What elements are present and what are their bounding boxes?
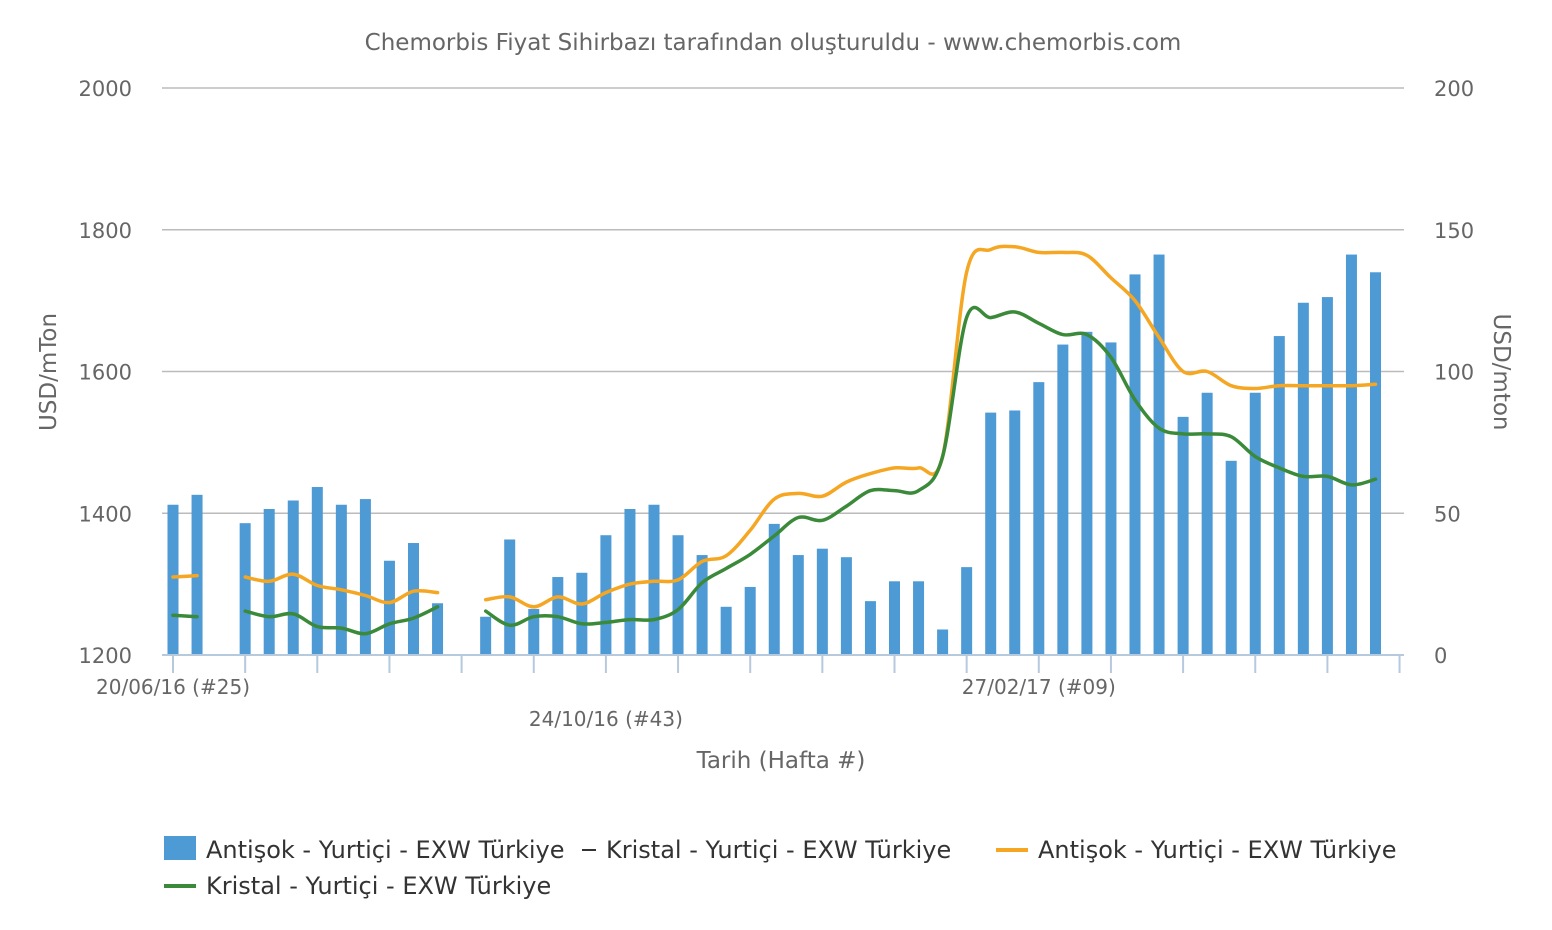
bar bbox=[1105, 342, 1117, 655]
grid-lines bbox=[162, 87, 1404, 514]
y-tick-label-left: 1800 bbox=[79, 219, 132, 243]
bar bbox=[1153, 254, 1165, 655]
bar bbox=[744, 586, 756, 655]
bar bbox=[937, 629, 949, 655]
bar bbox=[816, 548, 828, 655]
legend-swatch-bar bbox=[164, 836, 196, 860]
y-axis-left-ticks: 1200 1400 1600 1800 2000 bbox=[79, 77, 132, 668]
y-tick-label-right: 100 bbox=[1434, 361, 1474, 385]
legend-item-antisok-line[interactable]: Antişok - Yurtiçi - EXW Türkiye bbox=[996, 836, 1397, 864]
bar bbox=[1370, 272, 1381, 655]
series-line bbox=[483, 244, 1378, 609]
bar bbox=[913, 581, 925, 655]
series-line bbox=[171, 573, 199, 579]
bar bbox=[408, 543, 419, 655]
bar bbox=[335, 504, 347, 655]
y-tick-label-left: 1200 bbox=[79, 644, 132, 668]
x-tick-label: 20/06/16 (#25) bbox=[96, 675, 250, 699]
bar bbox=[1249, 392, 1261, 655]
y-tick-label-right: 50 bbox=[1434, 502, 1461, 526]
y-tick-label-right: 0 bbox=[1434, 644, 1447, 668]
series-line bbox=[243, 572, 440, 605]
bar bbox=[1081, 331, 1093, 655]
bar bbox=[311, 487, 323, 655]
y-tick-label-left: 2000 bbox=[79, 77, 132, 101]
bar bbox=[576, 572, 588, 655]
y-tick-label-left: 1600 bbox=[79, 361, 132, 385]
bar bbox=[287, 500, 299, 655]
bar bbox=[672, 535, 684, 655]
bar bbox=[528, 608, 540, 655]
legend: Antişok - Yurtiçi - EXW Türkiye Kristal … bbox=[164, 836, 1397, 900]
bar bbox=[167, 504, 179, 655]
bar bbox=[1177, 416, 1189, 655]
series-line bbox=[171, 613, 199, 619]
chart-title: Chemorbis Fiyat Sihirbazı tarafından olu… bbox=[365, 30, 1182, 56]
bar-series bbox=[167, 254, 1381, 655]
y-tick-label-right: 200 bbox=[1434, 77, 1474, 101]
bar bbox=[1345, 254, 1357, 655]
bar bbox=[1057, 344, 1069, 655]
legend-item-kristal-dash[interactable]: Kristal - Yurtiçi - EXW Türkiye bbox=[582, 836, 951, 864]
bar bbox=[1225, 460, 1237, 655]
x-axis-labels: 20/06/16 (#25) 24/10/16 (#43) 27/02/17 (#0… bbox=[96, 675, 1116, 731]
series-line bbox=[483, 305, 1378, 627]
y-axis-left-title: USD/mTon bbox=[36, 313, 62, 431]
bar bbox=[383, 560, 395, 655]
bar bbox=[840, 557, 852, 655]
x-axis-title: Tarih (Hafta #) bbox=[696, 748, 866, 774]
bar bbox=[1033, 382, 1045, 655]
bar bbox=[889, 581, 900, 655]
bar bbox=[1009, 410, 1021, 655]
bar bbox=[359, 499, 371, 655]
bar bbox=[239, 523, 251, 655]
x-tick-label: 24/10/16 (#43) bbox=[529, 707, 683, 731]
series-line bbox=[243, 605, 440, 636]
y-tick-label-right: 150 bbox=[1434, 219, 1474, 243]
bar bbox=[985, 412, 997, 655]
legend-label: Antişok - Yurtiçi - EXW Türkiye bbox=[206, 836, 565, 864]
bar bbox=[1297, 302, 1309, 655]
bar bbox=[720, 606, 732, 655]
bar bbox=[1129, 274, 1141, 655]
axes bbox=[162, 654, 1404, 673]
bar bbox=[1273, 336, 1285, 655]
bar bbox=[600, 535, 612, 655]
legend-item-kristal-line[interactable]: Kristal - Yurtiçi - EXW Türkiye bbox=[164, 872, 551, 900]
legend-label: Antişok - Yurtiçi - EXW Türkiye bbox=[1038, 836, 1397, 864]
legend-item-antisok-bar[interactable]: Antişok - Yurtiçi - EXW Türkiye bbox=[164, 836, 565, 864]
x-tick-label: 27/02/17 (#09) bbox=[962, 675, 1116, 699]
legend-label: Kristal - Yurtiçi - EXW Türkiye bbox=[206, 872, 551, 900]
y-tick-label-left: 1400 bbox=[79, 502, 132, 526]
bar bbox=[768, 523, 780, 655]
bar bbox=[1201, 392, 1213, 655]
bar bbox=[624, 508, 636, 655]
legend-label: Kristal - Yurtiçi - EXW Türkiye bbox=[606, 836, 951, 864]
bar bbox=[480, 616, 492, 655]
bar bbox=[792, 555, 804, 655]
bar bbox=[864, 601, 876, 655]
y-axis-right-ticks: 0 50 100 150 200 bbox=[1434, 77, 1474, 668]
bar bbox=[432, 603, 444, 655]
y-axis-right-title: USD/mton bbox=[1488, 314, 1514, 431]
bar bbox=[961, 567, 973, 655]
line-series bbox=[171, 244, 1378, 636]
bar bbox=[696, 555, 708, 655]
